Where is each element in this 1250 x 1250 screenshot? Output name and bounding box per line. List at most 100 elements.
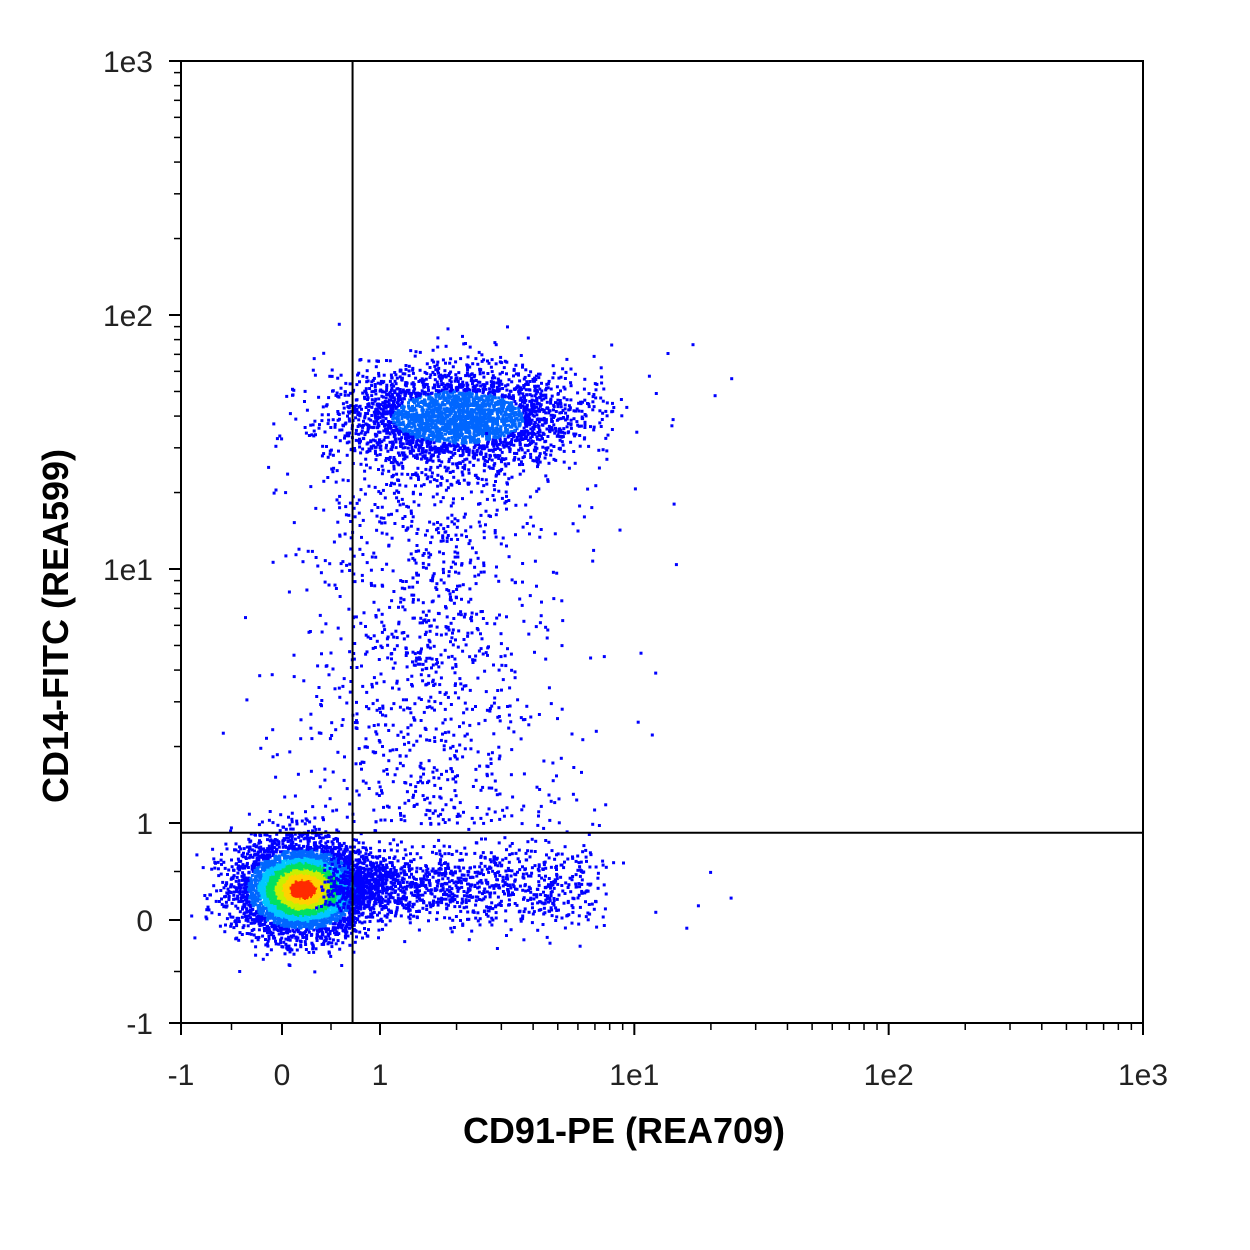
event-dot	[352, 838, 356, 842]
event-dot	[274, 939, 277, 943]
event-dot	[266, 860, 270, 864]
event-dot	[297, 869, 300, 873]
event-dot	[392, 838, 396, 842]
event-dot	[269, 881, 273, 885]
event-dot	[254, 953, 258, 957]
event-dot	[245, 910, 249, 914]
event-dot	[249, 912, 252, 916]
event-dot	[277, 840, 281, 844]
event-dot	[377, 911, 381, 915]
event-dot	[259, 845, 263, 849]
event-dot	[283, 838, 287, 842]
event-dot	[314, 834, 318, 838]
event-dot	[268, 855, 272, 859]
event-dot	[276, 823, 280, 827]
event-dot	[298, 891, 302, 895]
event-dot	[303, 940, 307, 944]
event-dot	[255, 915, 259, 919]
event-dot	[352, 849, 356, 853]
event-dot	[363, 905, 367, 909]
event-dot	[296, 891, 300, 895]
event-dot	[264, 874, 268, 878]
event-dot	[277, 871, 281, 874]
event-dot	[267, 934, 271, 938]
event-dot	[264, 943, 268, 947]
event-dot	[374, 829, 378, 833]
event-dot	[320, 913, 323, 917]
event-dot	[265, 885, 269, 889]
event-dot	[258, 881, 262, 885]
event-dot	[388, 870, 392, 874]
event-dot	[287, 847, 290, 851]
event-dot	[266, 838, 269, 842]
event-dot	[367, 928, 370, 932]
event-dot	[301, 869, 304, 873]
event-dot	[237, 860, 241, 863]
event-dot	[331, 928, 335, 932]
event-dot	[348, 919, 352, 923]
event-dot	[247, 856, 251, 860]
event-dot	[369, 915, 372, 919]
event-dot	[334, 896, 338, 900]
event-dot	[321, 874, 325, 877]
event-dot	[294, 926, 297, 930]
event-dot	[291, 863, 295, 867]
event-dot	[277, 842, 281, 846]
event-dot	[246, 917, 250, 921]
event-dot	[217, 900, 221, 903]
event-dot	[336, 839, 339, 843]
event-dot	[324, 841, 328, 845]
event-dot	[360, 921, 364, 925]
event-dot	[294, 903, 298, 907]
event-dot	[311, 829, 315, 833]
event-dot	[358, 930, 362, 934]
event-dot	[345, 848, 349, 852]
event-dot	[268, 916, 272, 920]
event-dot	[299, 939, 302, 943]
event-dot	[326, 908, 330, 912]
event-dot	[206, 905, 210, 909]
event-dot	[255, 868, 259, 872]
event-dot	[266, 861, 270, 865]
event-dot	[282, 931, 286, 935]
event-dot	[290, 811, 294, 815]
event-dot	[340, 926, 344, 930]
event-dot	[270, 846, 274, 850]
event-dot	[252, 853, 256, 857]
event-dot	[251, 862, 255, 866]
event-dot	[297, 914, 301, 917]
event-dot	[313, 923, 317, 927]
event-dot	[241, 893, 245, 897]
event-dot	[288, 885, 291, 889]
event-dot	[331, 841, 335, 845]
event-dot	[268, 810, 272, 813]
event-dot	[364, 881, 368, 885]
event-dot	[272, 846, 276, 849]
event-dot	[270, 911, 274, 915]
event-dot	[324, 935, 328, 939]
event-dot	[298, 889, 301, 893]
event-dot	[235, 875, 239, 879]
event-dot	[295, 923, 299, 926]
event-dot	[252, 927, 256, 931]
event-dot	[263, 929, 266, 933]
event-dot	[325, 914, 329, 918]
event-dot	[290, 853, 294, 857]
event-dot	[372, 896, 376, 900]
event-dot	[264, 866, 268, 869]
event-dot	[265, 898, 269, 902]
event-dot	[250, 900, 254, 904]
event-dot	[377, 840, 381, 844]
event-dot	[309, 836, 313, 840]
event-dot	[349, 883, 353, 887]
event-dot	[239, 886, 243, 890]
event-dot	[319, 832, 323, 836]
event-dot	[331, 938, 335, 942]
event-dot	[294, 914, 298, 918]
event-dot	[333, 931, 336, 935]
event-dot	[333, 898, 337, 902]
event-dot	[304, 915, 308, 919]
event-dot	[300, 846, 304, 850]
event-dot	[303, 909, 307, 913]
event-dot	[310, 903, 314, 907]
